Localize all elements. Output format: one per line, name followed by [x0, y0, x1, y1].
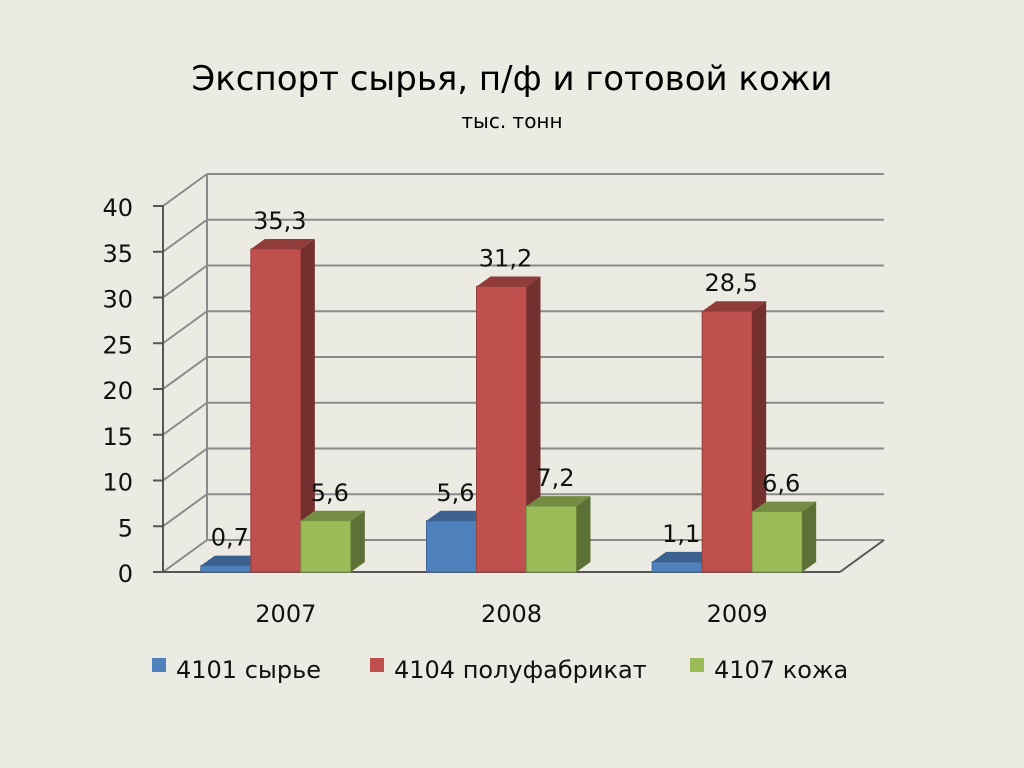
bar-side	[350, 510, 365, 572]
legend-label: 4101 сырье	[176, 656, 321, 684]
y-tick-label: 40	[102, 194, 133, 222]
legend-swatch	[152, 658, 166, 672]
data-label: 1,1	[662, 520, 700, 548]
bar-top	[702, 301, 767, 312]
y-tick-label: 30	[102, 286, 133, 314]
gridline-side	[162, 401, 208, 436]
floor-edge	[839, 539, 885, 573]
data-label: 35,3	[253, 207, 306, 235]
data-label: 6,6	[762, 470, 800, 498]
chart-subtitle: тыс. тонн	[461, 109, 562, 133]
bar-top	[200, 555, 265, 566]
gridline-side	[162, 356, 208, 390]
gridline-side	[162, 447, 208, 482]
chart-title: Экспорт сырья, п/ф и готовой кожи	[192, 59, 833, 99]
bar	[300, 520, 352, 573]
bar	[250, 248, 302, 573]
gridline-side	[162, 539, 208, 573]
gridline-side	[162, 264, 208, 299]
bar-top	[652, 551, 717, 562]
data-label: 0,7	[211, 524, 249, 552]
bar-top	[300, 510, 365, 521]
x-tick-label: 2008	[481, 600, 542, 628]
bar-side	[576, 496, 591, 572]
bar	[651, 561, 703, 573]
bar	[200, 565, 252, 573]
bar	[751, 511, 803, 573]
data-label: 7,2	[536, 464, 574, 492]
bar-top	[526, 496, 591, 507]
data-label: 28,5	[704, 269, 757, 297]
y-tick-label: 25	[102, 331, 133, 359]
bar	[476, 286, 527, 573]
legend-label: 4107 кожа	[714, 656, 848, 684]
y-tick-label: 20	[102, 377, 133, 405]
bar-side	[300, 239, 315, 572]
bar-top	[476, 276, 541, 287]
bar-top	[752, 501, 817, 512]
x-axis: 2007 2008 2009	[255, 600, 767, 628]
y-tick-label: 0	[118, 560, 133, 588]
x-tick-label: 2007	[255, 600, 316, 628]
bar	[526, 505, 577, 573]
bars	[200, 239, 817, 573]
data-label: 31,2	[479, 245, 532, 273]
data-label: 5,6	[311, 479, 349, 507]
bar-side	[802, 501, 817, 572]
legend: 4101 сырье 4104 полуфабрикат 4107 кожа	[152, 656, 848, 684]
bar-side	[526, 276, 541, 572]
y-tick-label: 35	[102, 240, 133, 268]
grid	[162, 173, 884, 573]
legend-label: 4104 полуфабрикат	[394, 656, 647, 684]
legend-swatch	[690, 658, 704, 672]
data-labels: 0,7 35,3 5,6 5,6 31,2 7,2 1,1 28,5 6,6	[211, 207, 801, 552]
y-tick-label: 10	[102, 469, 133, 497]
gridline-side	[162, 218, 208, 253]
bar-top	[250, 239, 315, 250]
gridline-side	[162, 310, 208, 345]
y-tick-label: 5	[118, 514, 133, 542]
gridline-side	[162, 173, 208, 207]
legend-swatch	[370, 658, 384, 672]
bar-top	[426, 510, 491, 521]
bar	[426, 520, 477, 573]
y-axis: 0 5 10 15 20 25 30 35 40	[102, 194, 885, 588]
data-label: 5,6	[436, 479, 474, 507]
bar	[701, 310, 753, 573]
gridline-side	[162, 493, 208, 528]
y-tick-label: 15	[102, 423, 133, 451]
x-tick-label: 2009	[707, 600, 768, 628]
